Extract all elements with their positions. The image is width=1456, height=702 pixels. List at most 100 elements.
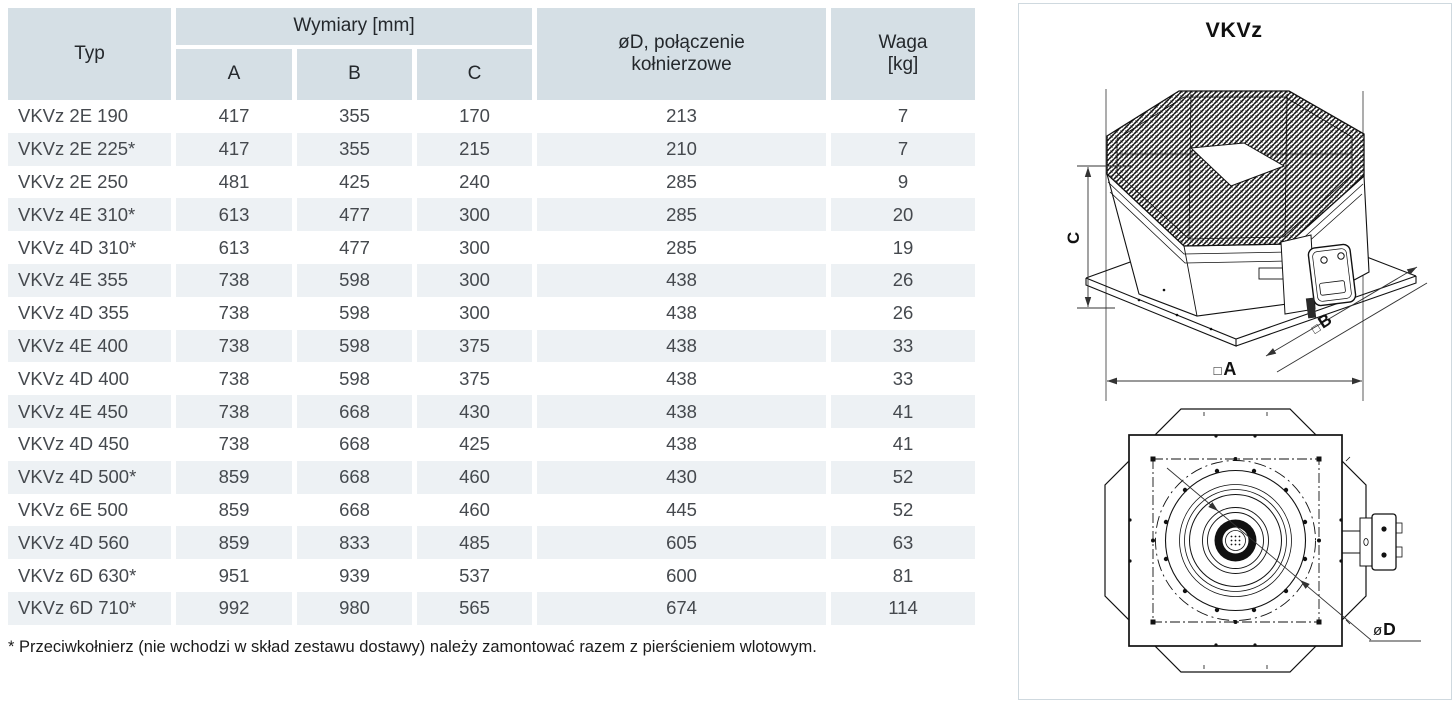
cell-d: 285 [532,198,827,232]
dimension-c: C [1064,165,1131,309]
cell-typ: VKVz 4D 355 [8,296,171,330]
col-header-od-line2: kołnierzowe [631,54,732,75]
cell-waga: 33 [826,329,976,363]
cell-waga: 19 [826,231,976,264]
cell-c: 460 [412,493,533,527]
table-row: VKVz 2E 250 481 425 240 285 9 [8,165,976,199]
bolt-square-corners [1150,456,1322,625]
cell-typ: VKVz 6D 710* [8,591,171,625]
cell-b: 939 [292,559,412,592]
cell-d: 438 [532,263,827,297]
cell-waga: 63 [826,526,976,560]
col-header-waga-line2: [kg] [887,54,919,75]
junction-box-iso [1280,234,1357,319]
cell-waga: 33 [826,362,976,396]
dimensions-table: Typ Wymiary [mm] øD, połączenie kołnierz… [8,8,976,625]
technical-drawing: VKVz [1064,18,1428,673]
cell-c: 375 [412,362,533,396]
cell-b: 668 [292,395,412,428]
table-row: VKVz 6D 710* 992 980 565 674 114 [8,591,976,625]
cell-waga: 81 [826,559,976,592]
cell-d: 674 [532,591,827,625]
cell-waga: 7 [826,132,976,166]
junction-box-top [1342,513,1403,571]
cell-d: 445 [532,493,827,527]
table-row: VKVz 4D 560 859 833 485 605 63 [8,526,976,560]
cell-a: 738 [171,263,292,297]
cell-a: 951 [171,559,292,592]
table-row: VKVz 4D 310* 613 477 300 285 19 [8,231,976,264]
base-plate [1085,253,1417,347]
cell-typ: VKVz 2E 225* [8,132,171,166]
table-row: VKVz 4E 400 738 598 375 438 33 [8,329,976,363]
cell-c: 300 [412,263,533,297]
cell-c: 565 [412,591,533,625]
table-row: VKVz 6E 500 859 668 460 445 52 [8,493,976,527]
dimension-a: □ A [1107,359,1362,385]
cell-d: 285 [532,231,827,264]
cell-c: 300 [412,296,533,330]
cell-b: 598 [292,362,412,396]
flange-circles [1164,469,1307,612]
cell-typ: VKVz 4E 355 [8,263,171,297]
plate-edge-dots [1128,434,1343,647]
table-row: VKVz 4E 450 738 668 430 438 41 [8,395,976,428]
cell-d: 438 [532,329,827,363]
cell-b: 980 [292,591,412,625]
col-header-b: B [292,49,412,100]
motor-hub [1214,519,1257,562]
cell-d: 605 [532,526,827,560]
drawing-panel: VKVz [1018,3,1452,700]
col-header-waga-line1: Waga [878,31,928,53]
cell-b: 668 [292,493,412,527]
cell-typ: VKVz 4D 400 [8,362,171,396]
cell-waga: 114 [826,591,976,625]
col-header-typ: Typ [8,8,171,100]
table-row: VKVz 6D 630* 951 939 537 600 81 [8,559,976,592]
cell-waga: 41 [826,427,976,461]
cell-a: 738 [171,427,292,461]
table-row: VKVz 4D 450 738 668 425 438 41 [8,427,976,461]
cell-b: 598 [292,329,412,363]
table-row: VKVz 4E 355 738 598 300 438 26 [8,263,976,297]
cell-d: 285 [532,165,827,199]
cell-c: 375 [412,329,533,363]
cell-a: 859 [171,526,292,560]
cell-typ: VKVz 4D 500* [8,460,171,494]
table-row: VKVz 4D 355 738 598 300 438 26 [8,296,976,330]
cell-c: 170 [412,100,533,133]
table-row: VKVz 4D 400 738 598 375 438 33 [8,362,976,396]
cell-b: 598 [292,263,412,297]
cell-c: 300 [412,198,533,232]
cell-c: 430 [412,395,533,428]
bolt-circle-dots [1163,468,1308,613]
cell-typ: VKVz 4E 310* [8,198,171,232]
cell-c: 215 [412,132,533,166]
drawing-title: VKVz [1206,18,1263,42]
col-header-c: C [412,49,533,100]
cell-typ: VKVz 2E 250 [8,165,171,199]
cell-a: 417 [171,132,292,166]
cell-b: 355 [292,100,412,133]
cell-waga: 26 [826,296,976,330]
table-row: VKVz 2E 190 417 355 170 213 7 [8,100,976,133]
cell-typ: VKVz 4E 400 [8,329,171,363]
bolt-circle [1155,460,1316,621]
cell-a: 613 [171,198,292,232]
cell-d: 600 [532,559,827,592]
cell-d: 210 [532,132,827,166]
dimension-c-label: C [1064,232,1083,244]
grille-mesh [1106,90,1365,247]
cell-b: 425 [292,165,412,199]
cell-a: 417 [171,100,292,133]
cell-a: 738 [171,362,292,396]
cell-typ: VKVz 6E 500 [8,493,171,527]
footnote: * Przeciwkołnierz (nie wchodzi w skład z… [8,637,817,656]
col-header-waga: Waga [kg] [826,8,976,100]
cell-typ: VKVz 2E 190 [8,100,171,133]
table-row: VKVz 2E 225* 417 355 215 210 7 [8,132,976,166]
table-row: VKVz 4E 310* 613 477 300 285 20 [8,198,976,232]
isometric-view: C □ A □B [1064,89,1428,401]
cell-c: 300 [412,231,533,264]
col-header-od-line1: øD, połączenie [618,31,745,53]
